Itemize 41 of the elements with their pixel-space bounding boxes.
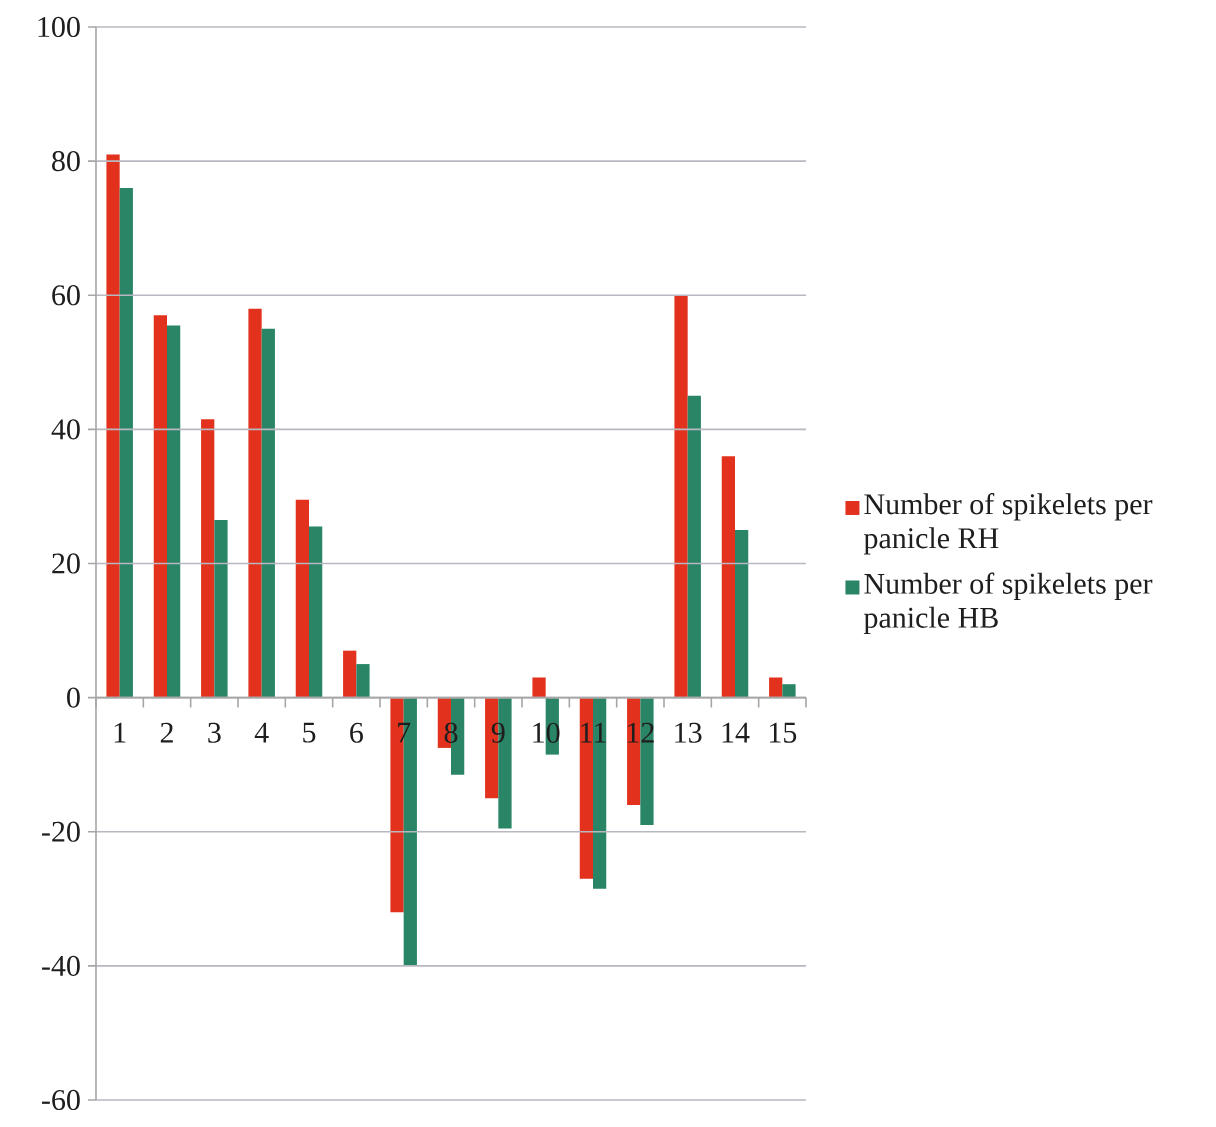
x-tick-label: 4 — [254, 722, 269, 743]
x-tick-label: 15 — [769, 722, 797, 743]
bar — [106, 154, 120, 698]
y-tick-label: 60 — [52, 285, 80, 306]
bar — [201, 419, 215, 698]
x-tick-label: 14 — [722, 722, 750, 743]
bar — [356, 664, 370, 698]
bar — [167, 325, 181, 698]
bar — [687, 395, 701, 698]
y-tick-label: 80 — [52, 150, 80, 172]
legend-label: Number of spikelets per panicle HB — [863, 572, 1153, 634]
x-tick-label: 8 — [444, 722, 458, 743]
bar — [261, 328, 275, 698]
bar — [214, 519, 228, 698]
bar — [295, 499, 310, 698]
x-tick-label: 3 — [208, 722, 221, 743]
y-tick-label: 40 — [51, 419, 80, 440]
x-tick-label: 2 — [160, 722, 173, 743]
bar — [769, 677, 783, 698]
y-tick-label: 20 — [52, 553, 80, 574]
y-tick-label: 0 — [67, 687, 80, 708]
bar — [782, 684, 796, 698]
x-tick-label: 12 — [627, 722, 654, 743]
legend-label: Number of spikelets per panicle RH — [863, 492, 1153, 555]
y-tick-label: -20 — [42, 821, 80, 842]
bar — [309, 526, 323, 698]
bar — [532, 677, 546, 698]
bar — [343, 650, 357, 698]
x-tick-label: 13 — [675, 722, 702, 743]
bar — [674, 295, 688, 698]
x-tick-label: 1 — [114, 722, 126, 743]
bar — [735, 529, 749, 698]
x-tick-label: 6 — [350, 722, 363, 743]
bar — [153, 315, 167, 698]
y-tick-label: -40 — [42, 955, 80, 976]
y-tick-label: -60 — [42, 1089, 80, 1111]
bar — [119, 187, 133, 698]
y-tick-label: 100 — [38, 16, 80, 38]
bar — [248, 308, 262, 698]
x-tick-label: 5 — [303, 722, 316, 743]
bar — [721, 456, 735, 698]
